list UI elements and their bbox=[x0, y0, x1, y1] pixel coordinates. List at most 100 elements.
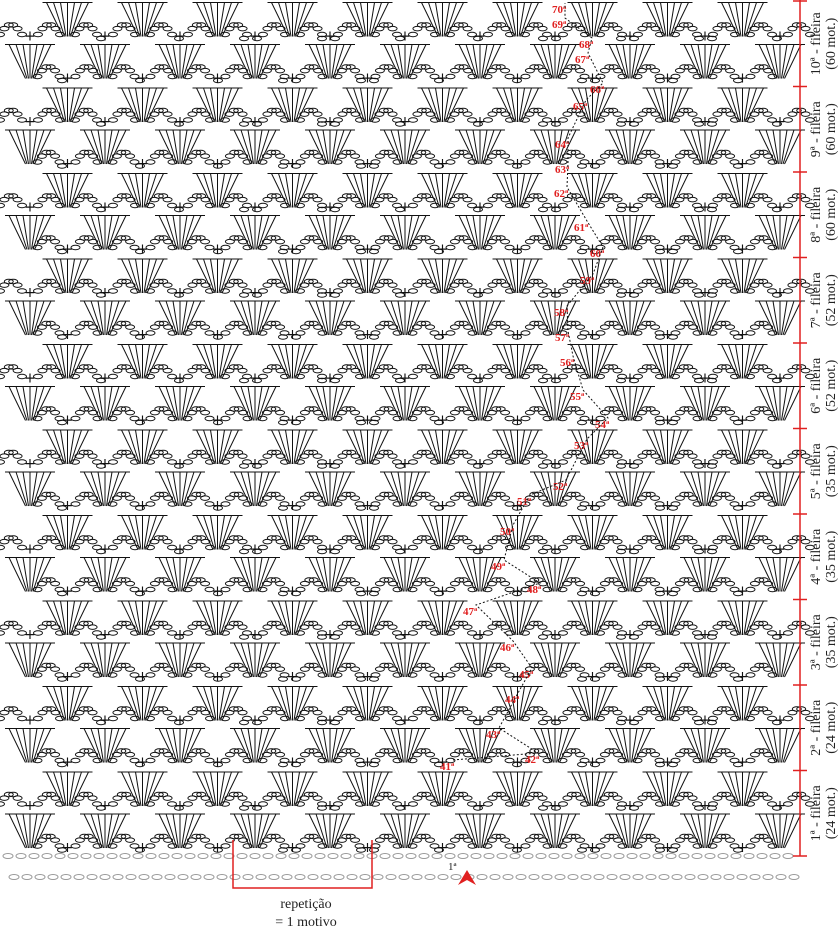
chain bbox=[213, 505, 223, 511]
stitch bbox=[68, 515, 75, 550]
chain bbox=[70, 501, 81, 507]
stitch bbox=[70, 771, 82, 807]
chain bbox=[756, 853, 768, 859]
stitch bbox=[559, 386, 577, 421]
chain bbox=[483, 459, 493, 465]
chain bbox=[557, 501, 568, 507]
chain bbox=[491, 449, 502, 456]
stitch bbox=[233, 386, 251, 421]
chain bbox=[566, 833, 577, 840]
chain bbox=[350, 709, 361, 716]
stitch bbox=[128, 515, 140, 550]
chain bbox=[707, 757, 718, 764]
chain bbox=[107, 244, 118, 251]
chain bbox=[590, 676, 600, 682]
sc: + bbox=[624, 456, 636, 472]
chain bbox=[788, 874, 800, 880]
stitch bbox=[407, 642, 420, 678]
stitch bbox=[445, 600, 457, 636]
stitch bbox=[256, 386, 263, 421]
chain bbox=[398, 874, 410, 880]
stitch bbox=[128, 686, 140, 721]
stitch bbox=[109, 471, 127, 507]
sc: + bbox=[399, 627, 411, 643]
chain bbox=[491, 577, 502, 583]
chain bbox=[805, 459, 815, 465]
stitch bbox=[331, 471, 338, 507]
stitch bbox=[728, 429, 740, 465]
stitch bbox=[428, 515, 440, 550]
stitch bbox=[668, 771, 675, 807]
chain bbox=[32, 501, 43, 507]
chain bbox=[512, 847, 522, 853]
chain bbox=[692, 586, 703, 593]
chain bbox=[613, 409, 624, 416]
stitch bbox=[107, 557, 120, 592]
stitch bbox=[697, 471, 704, 507]
chain bbox=[317, 634, 327, 640]
chain bbox=[258, 715, 268, 722]
chain bbox=[749, 874, 761, 880]
stitch bbox=[646, 515, 664, 550]
chain bbox=[60, 874, 72, 880]
chain bbox=[707, 415, 718, 422]
chain bbox=[429, 672, 440, 678]
stitch bbox=[735, 429, 742, 465]
stitch bbox=[397, 642, 404, 678]
chain bbox=[370, 801, 380, 807]
chain bbox=[88, 495, 99, 501]
chain bbox=[476, 874, 488, 880]
stitch bbox=[521, 771, 539, 807]
chain bbox=[617, 501, 628, 507]
stitch bbox=[622, 471, 629, 507]
chain bbox=[108, 544, 118, 551]
chain bbox=[767, 501, 778, 507]
stitch bbox=[758, 557, 776, 592]
chain bbox=[725, 837, 736, 843]
chain bbox=[41, 535, 52, 541]
stitch bbox=[22, 642, 29, 678]
sc: + bbox=[362, 498, 374, 514]
stitch bbox=[32, 471, 45, 507]
stitch bbox=[346, 686, 364, 721]
chain bbox=[425, 751, 436, 758]
stitch bbox=[8, 386, 26, 421]
chain bbox=[762, 709, 773, 716]
stitch bbox=[315, 557, 328, 592]
chain bbox=[182, 244, 193, 251]
chain bbox=[551, 463, 561, 469]
chain bbox=[191, 491, 202, 498]
stitch bbox=[383, 728, 401, 763]
chain bbox=[395, 719, 405, 726]
chain bbox=[41, 491, 52, 498]
chain bbox=[730, 853, 742, 859]
chain bbox=[392, 853, 404, 859]
chain bbox=[616, 548, 626, 555]
stitch bbox=[322, 728, 329, 763]
chain bbox=[41, 449, 52, 456]
chain bbox=[350, 666, 361, 672]
chain bbox=[258, 630, 268, 636]
stitch bbox=[784, 386, 802, 421]
chain bbox=[512, 590, 522, 597]
stitch bbox=[285, 515, 292, 550]
chain bbox=[416, 662, 427, 669]
chain bbox=[86, 874, 98, 880]
stitch bbox=[465, 642, 478, 678]
stitch bbox=[8, 471, 26, 507]
chain bbox=[566, 748, 577, 754]
chain bbox=[167, 459, 177, 465]
stitch bbox=[533, 386, 551, 421]
chain bbox=[590, 505, 600, 511]
chain bbox=[237, 709, 248, 716]
stitch bbox=[293, 686, 300, 721]
stitch bbox=[743, 515, 750, 550]
chain bbox=[350, 324, 361, 330]
chain bbox=[205, 715, 215, 722]
chain bbox=[228, 620, 239, 627]
chain bbox=[242, 586, 253, 593]
chain bbox=[200, 709, 211, 716]
chain bbox=[650, 409, 661, 416]
chain bbox=[213, 761, 223, 768]
stitch bbox=[60, 429, 67, 465]
